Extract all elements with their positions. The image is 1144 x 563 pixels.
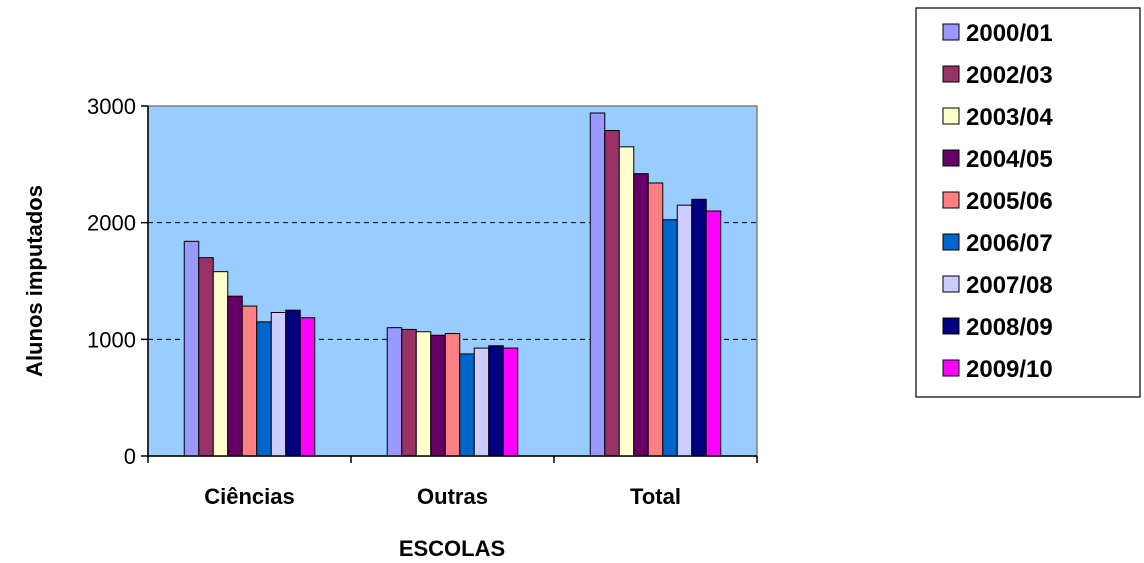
legend-swatch	[942, 65, 960, 83]
bar-2000-01-2	[589, 112, 606, 457]
bar-2008-09-1	[488, 345, 504, 457]
bar-2004-05-2	[633, 173, 649, 457]
bar-2006-07-0	[256, 321, 272, 457]
legend-label: 2000/01	[966, 20, 1053, 47]
legend-label: 2003/04	[966, 104, 1053, 131]
bar-2004-05-1	[430, 334, 446, 457]
legend-swatch	[942, 275, 960, 293]
axes	[147, 106, 757, 457]
category-label: Ciências	[204, 484, 295, 509]
category-label: Outras	[417, 484, 488, 509]
bar-2003-04-0	[212, 271, 229, 457]
bar-2000-01-1	[386, 327, 403, 457]
bar-2002-03-1	[401, 328, 417, 457]
bar-2005-06-0	[241, 305, 258, 457]
bar-2002-03-0	[198, 257, 214, 457]
bar-2002-03-2	[604, 130, 620, 457]
legend-label: 2006/07	[966, 230, 1053, 257]
legend-label: 2004/05	[966, 146, 1053, 173]
legend: 2000/01 2002/03 2003/04 2004/05 2005/06 2006/…	[942, 20, 1053, 383]
bar-2008-09-0	[285, 309, 301, 457]
bar-2009-10-2	[705, 210, 722, 457]
bar-2000-01-0	[183, 240, 200, 457]
legend-swatch	[942, 23, 960, 41]
legend-swatch	[942, 149, 960, 167]
bar-2006-07-1	[459, 353, 475, 457]
legend-label: 2007/08	[966, 272, 1053, 299]
bar-2004-05-0	[227, 295, 243, 457]
y-ticks: 0 1000 2000 3000	[87, 94, 148, 469]
x-axis-title: ESCOLAS	[399, 536, 505, 561]
legend-label: 2008/09	[966, 314, 1053, 341]
legend-swatch	[942, 317, 960, 335]
legend-swatch	[942, 191, 960, 209]
legend-swatch	[942, 107, 960, 125]
legend-label: 2005/06	[966, 188, 1053, 215]
bar-2008-09-2	[691, 198, 707, 457]
legend-swatch	[942, 233, 960, 251]
bar-2009-10-0	[299, 317, 316, 457]
y-tick-label: 0	[124, 444, 136, 469]
bar-2007-08-2	[676, 204, 693, 457]
bar-2005-06-1	[444, 333, 461, 457]
y-tick-label: 1000	[87, 327, 136, 352]
category-label: Total	[630, 484, 681, 509]
bar-2005-06-2	[647, 182, 664, 457]
bar-2009-10-1	[502, 347, 519, 457]
y-tick-label: 3000	[87, 94, 136, 119]
bar-2007-08-1	[473, 347, 490, 457]
x-ticks: Ciências Outras Total	[147, 456, 758, 509]
bar-2003-04-2	[618, 146, 635, 457]
bar-2007-08-0	[270, 312, 287, 457]
legend-label: 2002/03	[966, 62, 1053, 89]
bar-2003-04-1	[415, 331, 432, 457]
y-axis-title: Alunos imputados	[22, 185, 47, 377]
bar-2006-07-2	[662, 219, 678, 457]
legend-label: 2009/10	[966, 356, 1053, 383]
y-tick-label: 2000	[87, 211, 136, 236]
legend-swatch	[942, 359, 960, 377]
